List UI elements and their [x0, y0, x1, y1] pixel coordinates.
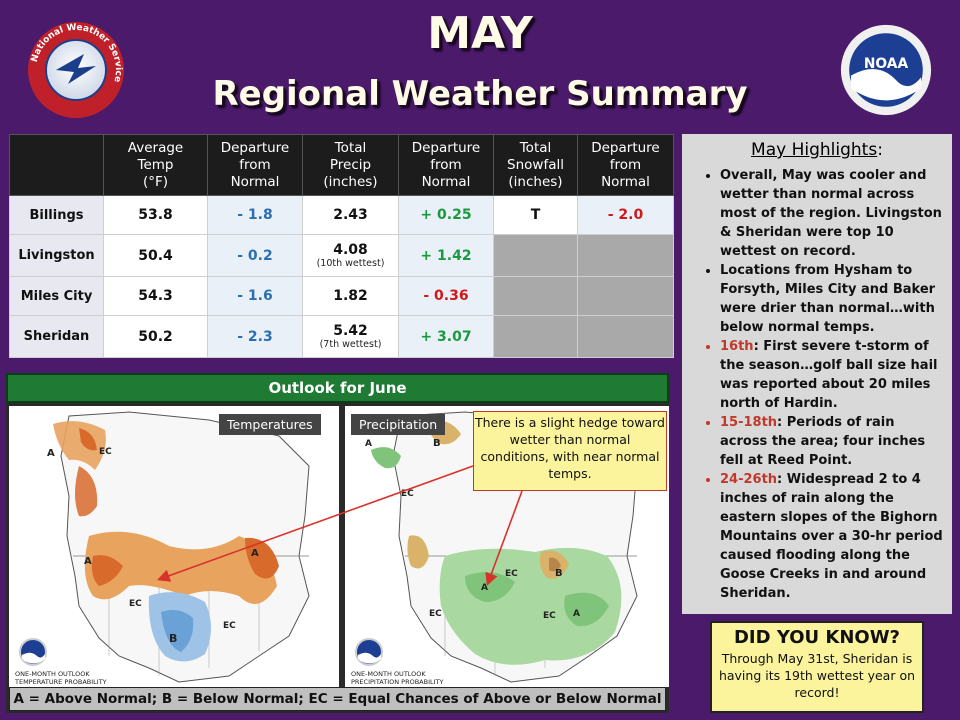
list-item: 16th: First severe t-storm of the season…	[720, 337, 944, 413]
snow-departure	[577, 315, 674, 358]
total-snowfall	[493, 234, 578, 277]
svg-text:A: A	[365, 439, 372, 449]
list-item: 15-18th: Periods of rain across the area…	[720, 413, 944, 470]
svg-text:EC: EC	[99, 447, 112, 457]
svg-text:EC: EC	[543, 611, 556, 621]
temp-map-caption-line2: TEMPERATURE PROBABILITY	[14, 678, 107, 686]
noaa-logo-icon: NOAA	[840, 24, 932, 116]
svg-text:A: A	[47, 448, 55, 459]
precip-departure: - 0.36	[398, 276, 494, 316]
snow-departure	[577, 234, 674, 277]
temp-departure: - 1.6	[207, 276, 303, 316]
temp-departure: - 0.2	[207, 234, 303, 277]
total-precip: 4.08 (10th wettest)	[302, 234, 399, 277]
did-you-know-box: DID YOU KNOW? Through May 31st, Sheridan…	[710, 621, 924, 713]
noaa-logo-text: NOAA	[864, 56, 909, 72]
weather-summary-table: Average Temp (°F) Departure from Normal …	[9, 134, 674, 358]
outlook-callout: There is a slight hedge toward wetter th…	[473, 411, 667, 491]
title-may: MAY	[427, 8, 533, 59]
table-header-row: Average Temp (°F) Departure from Normal …	[9, 134, 674, 196]
highlights-list: Overall, May was cooler and wetter than …	[690, 166, 944, 603]
city-name: Miles City	[9, 276, 104, 316]
snow-departure	[577, 276, 674, 316]
header-snow-departure: Departure from Normal	[577, 134, 674, 196]
city-name: Sheridan	[9, 315, 104, 358]
table-row: Livingston 50.4 - 0.2 4.08 (10th wettest…	[9, 234, 674, 277]
list-item: Locations from Hysham to Forsyth, Miles …	[720, 261, 944, 337]
total-precip: 2.43	[302, 195, 399, 235]
did-you-know-title: DID YOU KNOW?	[733, 627, 901, 648]
svg-text:A: A	[573, 609, 580, 619]
svg-text:A: A	[84, 556, 92, 567]
nws-logo-icon: National Weather Service	[28, 22, 124, 118]
may-highlights-panel: May Highlights: Overall, May was cooler …	[682, 134, 952, 614]
outlook-title: Outlook for June	[6, 373, 669, 403]
temp-departure: - 2.3	[207, 315, 303, 358]
total-snowfall: T	[493, 195, 578, 235]
title-regional-summary: Regional Weather Summary	[212, 74, 748, 114]
header-temp-departure: Departure from Normal	[207, 134, 303, 196]
precip-departure: + 3.07	[398, 315, 494, 358]
precipitation-tag: Precipitation	[351, 414, 446, 435]
outlook-legend: A = Above Normal; B = Below Normal; EC =…	[9, 687, 666, 711]
svg-text:EC: EC	[429, 609, 442, 619]
svg-text:B: B	[169, 632, 177, 645]
precip-map-caption-line2: PRECIPITATION PROBABILITY	[351, 678, 444, 686]
svg-text:B: B	[433, 438, 441, 449]
svg-text:A: A	[481, 583, 488, 593]
table-row: Sheridan 50.2 - 2.3 5.42 (7th wettest) +…	[9, 315, 674, 358]
header-total-snowfall: Total Snowfall (inches)	[493, 134, 578, 196]
temp-departure: - 1.8	[207, 195, 303, 235]
svg-text:EC: EC	[223, 621, 236, 631]
highlights-title: May Highlights:	[751, 140, 883, 160]
precip-departure: + 0.25	[398, 195, 494, 235]
header-avg-temp: Average Temp (°F)	[103, 134, 208, 196]
table-row: Billings 53.8 - 1.8 2.43 + 0.25 T - 2.0	[9, 195, 674, 235]
city-name: Billings	[9, 195, 104, 235]
avg-temp: 53.8	[103, 195, 208, 235]
precip-rank-note: (7th wettest)	[319, 339, 382, 350]
temperature-map-graphic: B A A A EC EC EC ONE-MONTH OUTLOOK TEMPE…	[14, 411, 310, 686]
total-snowfall	[493, 276, 578, 316]
avg-temp: 50.2	[103, 315, 208, 358]
svg-text:EC: EC	[129, 599, 142, 609]
temperature-outlook-map: B A A A EC EC EC ONE-MONTH OUTLOOK TEMPE…	[9, 406, 339, 687]
table-row: Miles City 54.3 - 1.6 1.82 - 0.36	[9, 276, 674, 316]
svg-text:A: A	[251, 548, 259, 559]
did-you-know-text: Through May 31st, Sheridan is having its…	[718, 651, 916, 700]
temperatures-tag: Temperatures	[219, 414, 321, 435]
svg-text:B: B	[555, 568, 563, 579]
header-city	[9, 134, 104, 196]
avg-temp: 54.3	[103, 276, 208, 316]
precip-departure: + 1.42	[398, 234, 494, 277]
svg-text:EC: EC	[401, 489, 414, 499]
header-total-precip: Total Precip (inches)	[302, 134, 399, 196]
city-name: Livingston	[9, 234, 104, 277]
precip-rank-note: (10th wettest)	[316, 258, 385, 269]
total-precip: 5.42 (7th wettest)	[302, 315, 399, 358]
list-item: Overall, May was cooler and wetter than …	[720, 166, 944, 261]
svg-text:EC: EC	[505, 569, 518, 579]
precip-map-caption-line1: ONE-MONTH OUTLOOK	[351, 670, 426, 678]
header-precip-departure: Departure from Normal	[398, 134, 494, 196]
avg-temp: 50.4	[103, 234, 208, 277]
temp-map-caption-line1: ONE-MONTH OUTLOOK	[15, 670, 90, 678]
snow-departure: - 2.0	[577, 195, 674, 235]
total-precip: 1.82	[302, 276, 399, 316]
list-item: 24-26th: Widespread 2 to 4 inches of rai…	[720, 470, 944, 603]
total-snowfall	[493, 315, 578, 358]
